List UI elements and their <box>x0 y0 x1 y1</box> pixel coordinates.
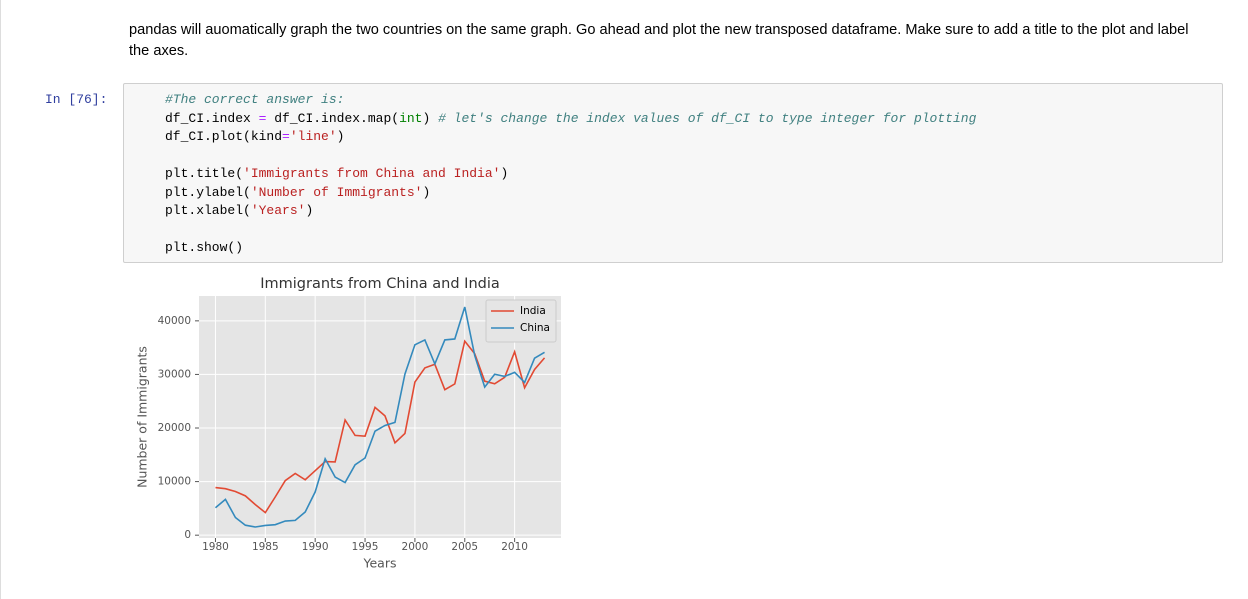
legend-label: China <box>520 322 550 334</box>
y-axis-label: Number of Immigrants <box>135 346 150 488</box>
y-tick-label: 0 <box>184 529 191 541</box>
code-block: #The correct answer is: df_CI.index = df_… <box>165 91 976 147</box>
series-line <box>214 306 545 528</box>
code-block: plt.show() <box>165 239 976 258</box>
y-tick-label: 20000 <box>158 422 191 434</box>
code-line: df_CI.index = df_CI.index.map(int) # let… <box>165 110 977 126</box>
x-tick-label: 2010 <box>501 541 528 553</box>
code-line: plt.xlabel('Years') <box>165 203 314 218</box>
x-tick-label: 1990 <box>302 541 329 553</box>
y-tick-label: 40000 <box>158 315 191 327</box>
series-line <box>215 339 546 514</box>
code-line: plt.show() <box>165 240 244 255</box>
y-tick-label: 10000 <box>158 476 191 488</box>
code-line: plt.title('Immigrants from China and Ind… <box>165 166 509 181</box>
x-tick-label: 2005 <box>451 541 478 553</box>
legend-label: India <box>520 305 546 317</box>
code-line: #The correct answer is: <box>165 92 345 107</box>
x-tick-label: 1995 <box>352 541 379 553</box>
code-block: plt.title('Immigrants from China and Ind… <box>165 165 976 221</box>
x-tick-label: 2000 <box>402 541 429 553</box>
code-line: df_CI.plot(kind='line') <box>165 129 345 144</box>
y-tick-label: 30000 <box>158 368 191 380</box>
chart-title: Immigrants from China and India <box>260 276 500 292</box>
x-tick-label: 1985 <box>252 541 279 553</box>
code-line: plt.ylabel('Number of Immigrants') <box>165 184 431 200</box>
cell-prompt: In [76]: <box>45 92 108 107</box>
code-cell[interactable] <box>123 83 1223 263</box>
x-tick-label: 1980 <box>202 541 229 553</box>
code: #The correct answer is: df_CI.index = df_… <box>165 91 976 276</box>
markdown-text: pandas will auomatically graph the two c… <box>129 22 1189 59</box>
x-axis-label: Years <box>363 556 397 571</box>
